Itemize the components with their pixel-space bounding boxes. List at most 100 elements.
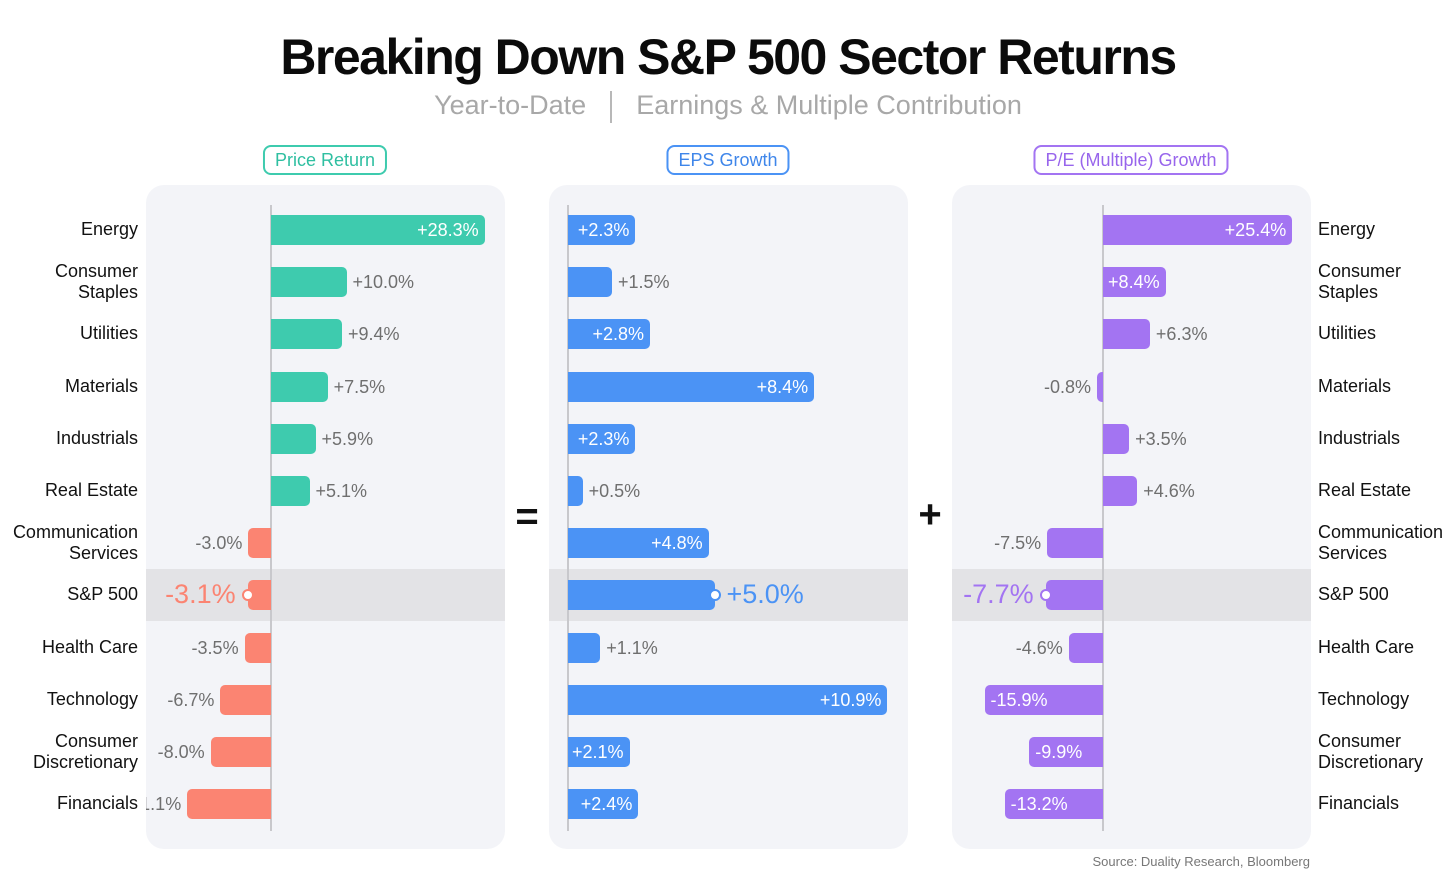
chart-subtitle: Year-to-Date Earnings & Multiple Contribu…	[0, 90, 1456, 123]
sector-label-left-energy: Energy	[80, 219, 138, 239]
price-return-label-energy: +28.3%	[417, 220, 479, 240]
p-e-multiple-growth-label-industrials: +3.5%	[1135, 428, 1187, 449]
p-e-multiple-growth-label-materials: -0.8%	[1044, 376, 1092, 397]
sector-label-line: Discretionary	[1318, 752, 1424, 772]
p-e-multiple-growth-bar-technology	[984, 684, 1103, 715]
eps-growth-label-materials: +8.4%	[756, 376, 809, 397]
price-return-bar-consumer-discretionary	[210, 737, 271, 767]
sector-label-line: Staples	[1318, 282, 1379, 303]
p-e-multiple-growth-label-consumer-staples: +8.4%	[1108, 272, 1160, 293]
eps-growth-label-consumer-staples: +1.5%	[617, 272, 670, 293]
sector-label-line: Services	[1318, 543, 1388, 564]
price-return-marker-dot	[241, 589, 254, 602]
p-e-multiple-growth-bar-health-care	[1068, 632, 1103, 663]
p-e-multiple-growth-bar-communication-services	[1047, 528, 1103, 559]
p-e-multiple-growth-bar-utilities	[1103, 319, 1150, 350]
eps-growth-bar-real-estate	[568, 476, 583, 506]
price-return-bar-technology	[220, 684, 271, 715]
eps-growth-label-real-estate: +0.5%	[588, 481, 641, 501]
zero-axis	[270, 205, 272, 831]
sector-label-left-financials: Financials	[56, 793, 138, 814]
sector-label-left-health-care: Health Care	[41, 636, 138, 657]
p-e-multiple-growth-bar-industrials	[1103, 423, 1130, 454]
zero-axis	[1102, 205, 1104, 831]
sector-label-left-s-p-500: S&P 500	[67, 584, 138, 605]
sector-label-line: Consumer	[54, 261, 138, 282]
sector-label-right-materials: Materials	[1318, 375, 1392, 396]
eps-growth-label-s-p-500: +5.0%	[726, 579, 804, 610]
sector-label-right-communication-services: Communication Services	[1318, 522, 1443, 564]
price-return-bar-communication-services	[248, 528, 271, 559]
price-return-bar-utilities	[271, 319, 342, 350]
zero-axis	[567, 205, 569, 831]
sector-label-line: Consumer	[1318, 261, 1402, 282]
p-e-multiple-growth-label-s-p-500: -7.7%	[963, 579, 1034, 610]
eps-growth-label-communication-services: +4.8%	[651, 533, 703, 554]
eps-growth-bar-communication-services	[568, 528, 709, 559]
p-e-multiple-growth-bar-consumer-discretionary	[1029, 737, 1103, 767]
eps-growth-label-financials: +2.4%	[580, 794, 633, 815]
sector-label-line: Consumer	[1318, 731, 1402, 751]
p-e-multiple-growth-label-utilities: +6.3%	[1155, 324, 1208, 345]
p-e-multiple-growth-bar-s-p-500	[1045, 580, 1103, 611]
subtitle-left: Year-to-Date	[434, 90, 587, 120]
subtitle-right: Earnings & Multiple Contribution	[636, 90, 1022, 120]
sector-label-left-consumer-discretionary: Consumer Discretionary	[33, 731, 138, 773]
panel-title-price-return: Price Return	[262, 145, 388, 175]
equals-operator: =	[515, 494, 539, 539]
subtitle-separator	[610, 90, 613, 123]
price-return-label-communication-services: -3.0%	[195, 533, 243, 554]
panel-title-eps-growth: EPS Growth	[666, 145, 790, 175]
eps-growth-label-energy: +2.3%	[577, 220, 630, 240]
price-return-label-consumer-staples: +10.0%	[352, 272, 415, 293]
sector-label-right-s-p-500: S&P 500	[1318, 584, 1389, 605]
price-return-panel: +28.3% +10.0% +9.4% +7.5% +5.9% +5.1% -3.0% -3.…	[146, 185, 505, 849]
eps-growth-bar-financials	[568, 789, 639, 820]
p-e-multiple-growth-label-consumer-discretionary: -9.9%	[1035, 742, 1083, 762]
eps-growth-label-technology: +10.9%	[819, 689, 882, 710]
sector-label-left-industrials: Industrials	[55, 427, 138, 448]
eps-growth-bar-industrials	[568, 423, 636, 454]
eps-growth-label-consumer-discretionary: +2.1%	[571, 742, 624, 762]
price-return-label-health-care: -3.5%	[191, 637, 239, 658]
eps-growth-panel: +2.3% +1.5% +2.8% +8.4% +2.3% +0.5% +4.8% +5.0%…	[549, 185, 908, 849]
sector-label-line: Discretionary	[32, 752, 138, 772]
eps-growth-bar-materials	[568, 371, 815, 402]
price-return-label-materials: +7.5%	[333, 376, 386, 397]
eps-growth-label-health-care: +1.1%	[606, 637, 658, 658]
sector-label-right-utilities: Utilities	[1318, 323, 1377, 344]
sector-label-left-communication-services: Communication Services	[13, 522, 138, 564]
price-return-label-consumer-discretionary: -8.0%	[157, 742, 205, 762]
eps-growth-label-industrials: +2.3%	[577, 428, 630, 449]
p-e-multiple-growth-marker-dot	[1039, 589, 1052, 602]
sector-label-left-utilities: Utilities	[79, 323, 138, 344]
eps-growth-bar-consumer-staples	[568, 267, 612, 298]
price-return-label-technology: -6.7%	[167, 689, 215, 710]
p-e-multiple-growth-label-financials: -13.2%	[1010, 794, 1068, 815]
sector-label-right-energy: Energy	[1318, 219, 1376, 239]
eps-growth-label-utilities: +2.8%	[592, 324, 645, 345]
eps-growth-bar-energy	[568, 215, 636, 245]
sector-label-left-technology: Technology	[46, 688, 138, 709]
price-return-bar-energy	[271, 215, 485, 245]
price-return-bar-s-p-500	[247, 580, 271, 611]
sector-label-right-consumer-discretionary: Consumer Discretionary	[1318, 731, 1423, 773]
price-return-bar-consumer-staples	[271, 267, 347, 298]
price-return-bar-financials	[187, 789, 271, 820]
sector-label-right-real-estate: Real Estate	[1318, 480, 1412, 500]
price-return-bar-industrials	[271, 423, 316, 454]
eps-growth-bar-technology	[568, 684, 888, 715]
p-e-multiple-growth-label-energy: +25.4%	[1224, 220, 1287, 240]
p-e-multiple-growth-bar-consumer-staples	[1103, 267, 1166, 298]
eps-growth-marker-dot	[708, 589, 721, 602]
sector-label-right-technology: Technology	[1318, 688, 1410, 709]
p-e-multiple-growth-bar-financials	[1004, 789, 1103, 820]
sector-label-line: Staples	[77, 282, 138, 303]
price-return-label-financials: -11.1%	[146, 794, 182, 815]
plus-operator: +	[918, 492, 942, 537]
sector-label-line: Communication	[12, 522, 138, 543]
p-e-multiple-growth-label-technology: -15.9%	[990, 689, 1048, 710]
eps-growth-bar-consumer-discretionary	[568, 737, 630, 767]
price-return-label-utilities: +9.4%	[347, 324, 400, 345]
price-return-bar-real-estate	[271, 476, 310, 506]
